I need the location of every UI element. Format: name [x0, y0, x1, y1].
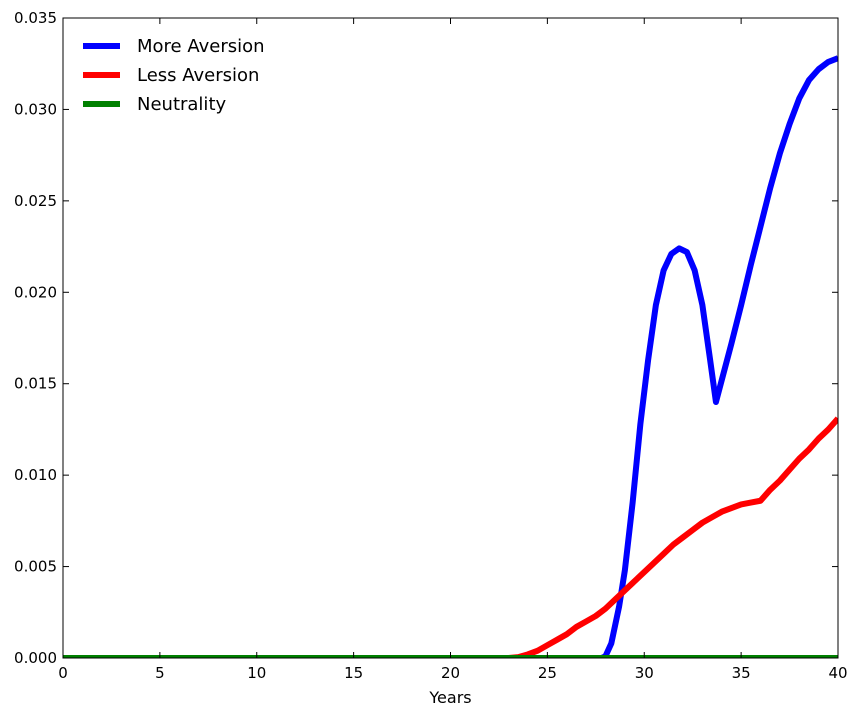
x-tick-label: 35 — [732, 664, 751, 682]
y-tick-label: 0.020 — [14, 283, 57, 301]
ticks-layer: 0 5 10 15 20 25 30 35 40 0.000 0.005 0.010 0.015 0.02… — [14, 9, 848, 682]
x-tick-label: 20 — [441, 664, 460, 682]
series-line-0 — [63, 55, 838, 658]
y-tick-label: 0.005 — [14, 558, 57, 576]
series-line-1 — [63, 416, 838, 658]
x-tick-label: 10 — [247, 664, 266, 682]
legend-label-0: More Aversion — [137, 36, 265, 57]
legend: More Aversion Less Aversion Neutrality — [83, 36, 265, 115]
y-tick-label: 0.015 — [14, 375, 57, 393]
x-tick-label: 0 — [58, 664, 68, 682]
x-tick-label: 5 — [155, 664, 165, 682]
y-tick-label: 0.025 — [14, 192, 57, 210]
legend-label-1: Less Aversion — [137, 65, 259, 86]
y-tick-label: 0.000 — [14, 649, 57, 667]
y-tick-label: 0.010 — [14, 466, 57, 484]
legend-label-2: Neutrality — [137, 94, 226, 115]
x-tick-label: 30 — [635, 664, 654, 682]
y-tick-label: 0.035 — [14, 9, 57, 27]
x-axis-label: Years — [428, 688, 471, 707]
series-layer — [63, 55, 838, 658]
x-tick-label: 40 — [828, 664, 847, 682]
x-tick-label: 15 — [344, 664, 363, 682]
y-tick-label: 0.030 — [14, 100, 57, 118]
x-tick-label: 25 — [538, 664, 557, 682]
